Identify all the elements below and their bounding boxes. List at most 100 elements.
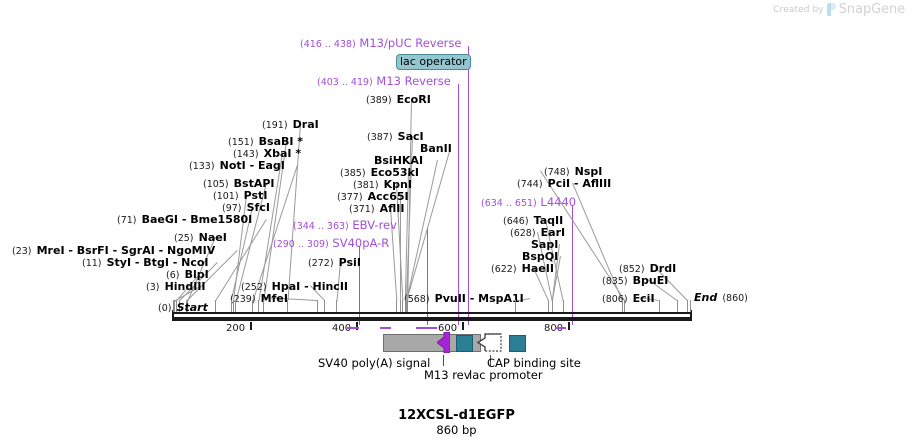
enzyme-position: (25) [174,233,194,244]
primer-leader-line [468,46,469,325]
enzyme-label[interactable]: (191) DraI [262,117,319,131]
enzyme-label[interactable]: BspQI [522,249,558,262]
enzyme-label[interactable]: (622) HaeII [491,261,554,275]
enzyme-label[interactable]: BsiHKAI [374,153,423,166]
enzyme-position: (622) [491,264,517,275]
enzyme-name: KpnI [383,178,412,191]
backbone-end-cap [690,310,692,321]
enzyme-label[interactable]: (3) HindIII [146,279,206,293]
enzyme-label[interactable]: (272) PsiI [308,255,361,269]
enzyme-label[interactable]: (385) Eco53kI [340,165,419,179]
enzyme-label[interactable]: (371) AflII [349,201,405,215]
enzyme-label[interactable]: (835) BpuEI [602,273,668,287]
enzyme-label[interactable]: (239) MfeI [230,291,288,305]
primer-label[interactable]: (416 .. 438) M13/pUC Reverse [300,36,461,50]
enzyme-label[interactable]: (748) NspI [544,164,602,178]
enzyme-label[interactable]: (628) EarI [510,225,565,239]
enzyme-label[interactable]: (744) PciI - AflIII [517,176,611,190]
enzyme-label[interactable]: (852) DrdI [619,261,676,275]
enzyme-position: (389) [366,95,392,106]
enzyme-name: BsrFI [76,244,109,257]
enzyme-position: (133) [189,161,215,172]
feature-label: M13 rev [424,368,471,382]
enzyme-name: StyI [106,256,132,269]
enzyme-position: (11) [82,258,102,269]
enzyme-label[interactable]: (143) XbaI * [233,146,301,160]
restriction-site-tick [258,300,260,312]
restriction-site-tick [263,300,265,312]
enzyme-position: (252) [241,282,267,293]
enzyme-name: TaqII [533,214,564,227]
enzyme-label[interactable]: BanII [420,141,452,154]
enzyme-name: BsaBI * [258,135,304,148]
enzyme-label[interactable]: (101) PstI [213,188,267,202]
ruler-tick [356,322,358,330]
enzyme-label[interactable]: (11) StyI - BtgI - NcoI [82,255,209,269]
restriction-site-tick [185,300,187,312]
restriction-site-tick [676,300,678,312]
enzyme-name: DraI [292,118,319,131]
feature-teal-box[interactable] [456,335,473,352]
feature-label: SV40 poly(A) signal [318,356,431,370]
enzyme-label[interactable]: (381) KpnI [353,177,412,191]
enzyme-separator: - [154,244,168,257]
primer-name: SV40pA-R [328,236,390,250]
enzyme-label[interactable]: (387) SacI [367,129,424,143]
enzyme-name: PciI [547,177,571,190]
restriction-site-tick [336,300,338,312]
page-title: 12XCSL-d1EGFP [398,408,515,423]
enzyme-position: (71) [117,215,137,226]
enzyme-position: (568) [404,294,430,305]
enzyme-name: AflIII [582,177,612,190]
enzyme-label[interactable]: (25) NaeI [174,230,227,244]
primer-range: (634 .. 651) [481,198,537,209]
primer-label[interactable]: (344 .. 363) EBV-rev [293,218,397,232]
primer-bracket [423,323,437,335]
enzyme-name: BanII [420,142,452,155]
feature-teal-box[interactable] [509,335,526,352]
restriction-site-tick [621,300,623,312]
enzyme-name: SgrAI [120,244,155,257]
enzyme-name: BspQI [522,250,559,263]
enzyme-label[interactable]: (6) BlpI [166,267,209,281]
enzyme-label[interactable]: (133) NotI - EagI [189,158,285,172]
primer-label[interactable]: (403 .. 419) M13 Reverse [317,74,451,88]
enzyme-label[interactable]: (97) SfcI [222,200,270,214]
feature-m13rev-arrow[interactable] [436,331,451,354]
feature-label-tick [490,355,491,366]
start-label-group: (0) Start [158,301,208,314]
enzyme-label[interactable]: (252) HpaI - HincII [241,279,348,293]
enzyme-name: SapI [531,238,559,251]
enzyme-label[interactable]: (568) PvuII - MspA1I [404,291,524,305]
restriction-site-tick [187,300,189,312]
primer-label[interactable]: (634 .. 651) L4440 [481,195,576,209]
feature-lac-promoter-arrow[interactable] [476,333,502,352]
restriction-site-tick [252,300,254,312]
enzyme-label[interactable]: (71) BaeGI - Bme1580I [117,212,252,226]
enzyme-position: (151) [228,137,254,148]
enzyme-label[interactable]: (23) MreI - BsrFI - SgrAI - NgoMIV [12,243,215,257]
enzyme-label[interactable]: SapI [531,237,558,250]
enzyme-name: NaeI [198,231,227,244]
enzyme-position: (628) [510,228,536,239]
enzyme-name: Bme1580I [190,213,253,226]
enzyme-label[interactable]: (151) BsaBI * [228,134,303,148]
primer-range: (403 .. 419) [317,77,373,88]
enzyme-position: (371) [349,204,375,215]
enzyme-name: Eco53kI [370,166,419,179]
primer-range: (416 .. 438) [300,39,356,50]
enzyme-name: SacI [397,130,424,143]
lac-operator-label[interactable]: lac operator [396,54,471,70]
enzyme-position: (6) [166,270,180,281]
enzyme-label[interactable]: (806) EciI [602,291,655,305]
restriction-site-tick [562,300,564,312]
enzyme-position: (272) [308,258,334,269]
restriction-site-tick [173,300,175,312]
enzyme-label[interactable]: (646) TaqII [503,213,563,227]
enzyme-label[interactable]: (389) EcoRI [366,92,431,106]
enzyme-name: HaeII [521,262,554,275]
enzyme-label[interactable]: (377) Acc65I [337,189,409,203]
enzyme-label[interactable]: (105) BstAPI [203,176,275,190]
primer-label[interactable]: (290 .. 309) SV40pA-R [273,236,389,250]
enzyme-position: (105) [203,179,229,190]
